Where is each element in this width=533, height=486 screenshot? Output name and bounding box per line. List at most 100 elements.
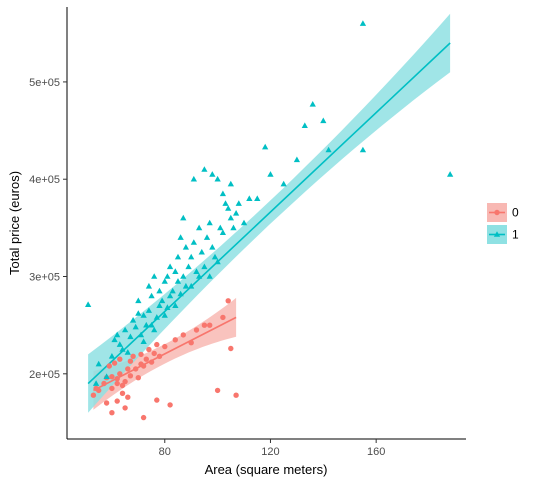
point-series-1 <box>214 258 221 265</box>
point-series-1 <box>127 333 134 340</box>
point-series-0 <box>109 374 115 380</box>
point-series-1 <box>196 224 203 231</box>
point-series-0 <box>122 378 128 385</box>
point-series-1 <box>233 210 240 216</box>
point-series-1 <box>164 304 171 310</box>
point-series-0 <box>122 405 128 411</box>
point-series-1 <box>135 310 142 316</box>
legend: 01 <box>487 203 519 244</box>
point-series-1 <box>359 146 367 153</box>
point-series-1 <box>159 297 166 304</box>
legend-marker-0 <box>494 209 500 216</box>
point-series-1 <box>114 331 121 338</box>
point-series-1 <box>206 219 213 226</box>
x-tick-label: 160 <box>367 446 385 458</box>
point-series-1 <box>140 312 147 318</box>
point-series-0 <box>114 376 120 382</box>
point-series-0 <box>109 410 115 416</box>
point-series-1 <box>447 171 454 177</box>
point-series-1 <box>293 156 300 163</box>
point-series-1 <box>227 180 234 187</box>
point-series-0 <box>114 398 120 404</box>
point-series-1 <box>219 229 226 235</box>
point-series-1 <box>164 273 171 279</box>
point-series-0 <box>119 390 126 396</box>
y-axis-title: Total price (euros) <box>7 171 22 275</box>
y-tick-label: 5e+05 <box>29 77 60 89</box>
point-series-1 <box>180 214 187 221</box>
point-series-1 <box>209 244 216 250</box>
point-series-1 <box>177 290 184 297</box>
point-series-1 <box>148 292 155 299</box>
point-series-0 <box>127 373 134 379</box>
point-series-0 <box>103 400 110 406</box>
point-series-1 <box>219 190 226 197</box>
point-series-1 <box>196 273 203 279</box>
point-series-0 <box>96 387 102 394</box>
point-series-1 <box>172 302 179 308</box>
point-series-1 <box>225 205 232 211</box>
point-series-0 <box>143 356 149 362</box>
y-tick-label: 4e+05 <box>29 174 60 186</box>
point-series-1 <box>280 180 287 187</box>
point-series-0 <box>109 385 115 392</box>
point-series-1 <box>135 297 142 304</box>
point-series-1 <box>116 341 123 347</box>
point-series-1 <box>301 122 308 128</box>
point-series-1 <box>161 278 168 284</box>
point-series-0 <box>214 387 221 394</box>
point-series-1 <box>182 244 189 250</box>
legend-label-0: 0 <box>512 206 519 220</box>
x-axis-title: Area (square meters) <box>205 462 328 477</box>
point-series-0 <box>228 345 234 352</box>
point-series-1 <box>185 263 192 270</box>
data-points <box>85 20 454 421</box>
point-series-0 <box>201 322 208 328</box>
point-series-1 <box>198 248 205 255</box>
point-series-1 <box>151 273 158 279</box>
point-series-1 <box>166 292 174 299</box>
y-tick-label: 2e+05 <box>29 369 60 381</box>
point-series-1 <box>122 326 129 333</box>
point-series-0 <box>106 363 113 369</box>
point-series-1 <box>262 143 269 150</box>
point-series-0 <box>130 353 136 359</box>
point-series-1 <box>156 302 163 308</box>
point-series-0 <box>233 392 239 398</box>
point-series-1 <box>180 273 187 279</box>
point-series-0 <box>90 392 97 398</box>
point-series-1 <box>182 282 189 289</box>
point-series-1 <box>235 200 242 206</box>
point-series-1 <box>211 253 219 260</box>
point-series-1 <box>85 301 92 307</box>
point-series-1 <box>193 268 200 274</box>
point-series-1 <box>206 273 213 279</box>
point-series-1 <box>95 360 102 367</box>
point-series-0 <box>172 337 178 343</box>
point-series-1 <box>129 317 137 323</box>
point-series-0 <box>151 350 157 357</box>
point-series-1 <box>92 380 100 386</box>
point-series-1 <box>119 346 126 352</box>
point-series-1 <box>174 278 182 284</box>
point-series-1 <box>201 263 208 270</box>
point-series-1 <box>190 239 197 245</box>
point-series-0 <box>154 341 160 348</box>
point-series-0 <box>101 380 107 387</box>
point-series-1 <box>148 321 155 328</box>
y-tick-label: 3e+05 <box>29 272 60 284</box>
point-series-1 <box>143 321 150 328</box>
fit-line-1 <box>87 42 451 385</box>
point-series-1 <box>359 20 367 26</box>
point-series-1 <box>124 349 131 355</box>
point-series-1 <box>320 117 327 124</box>
point-series-0 <box>119 382 126 389</box>
x-tick-label: 120 <box>261 446 279 458</box>
point-series-0 <box>111 360 118 366</box>
point-series-1 <box>254 195 261 201</box>
point-series-1 <box>188 282 195 289</box>
point-series-1 <box>145 282 152 289</box>
point-series-1 <box>201 166 208 172</box>
point-series-0 <box>138 351 144 358</box>
point-series-1 <box>246 195 253 201</box>
